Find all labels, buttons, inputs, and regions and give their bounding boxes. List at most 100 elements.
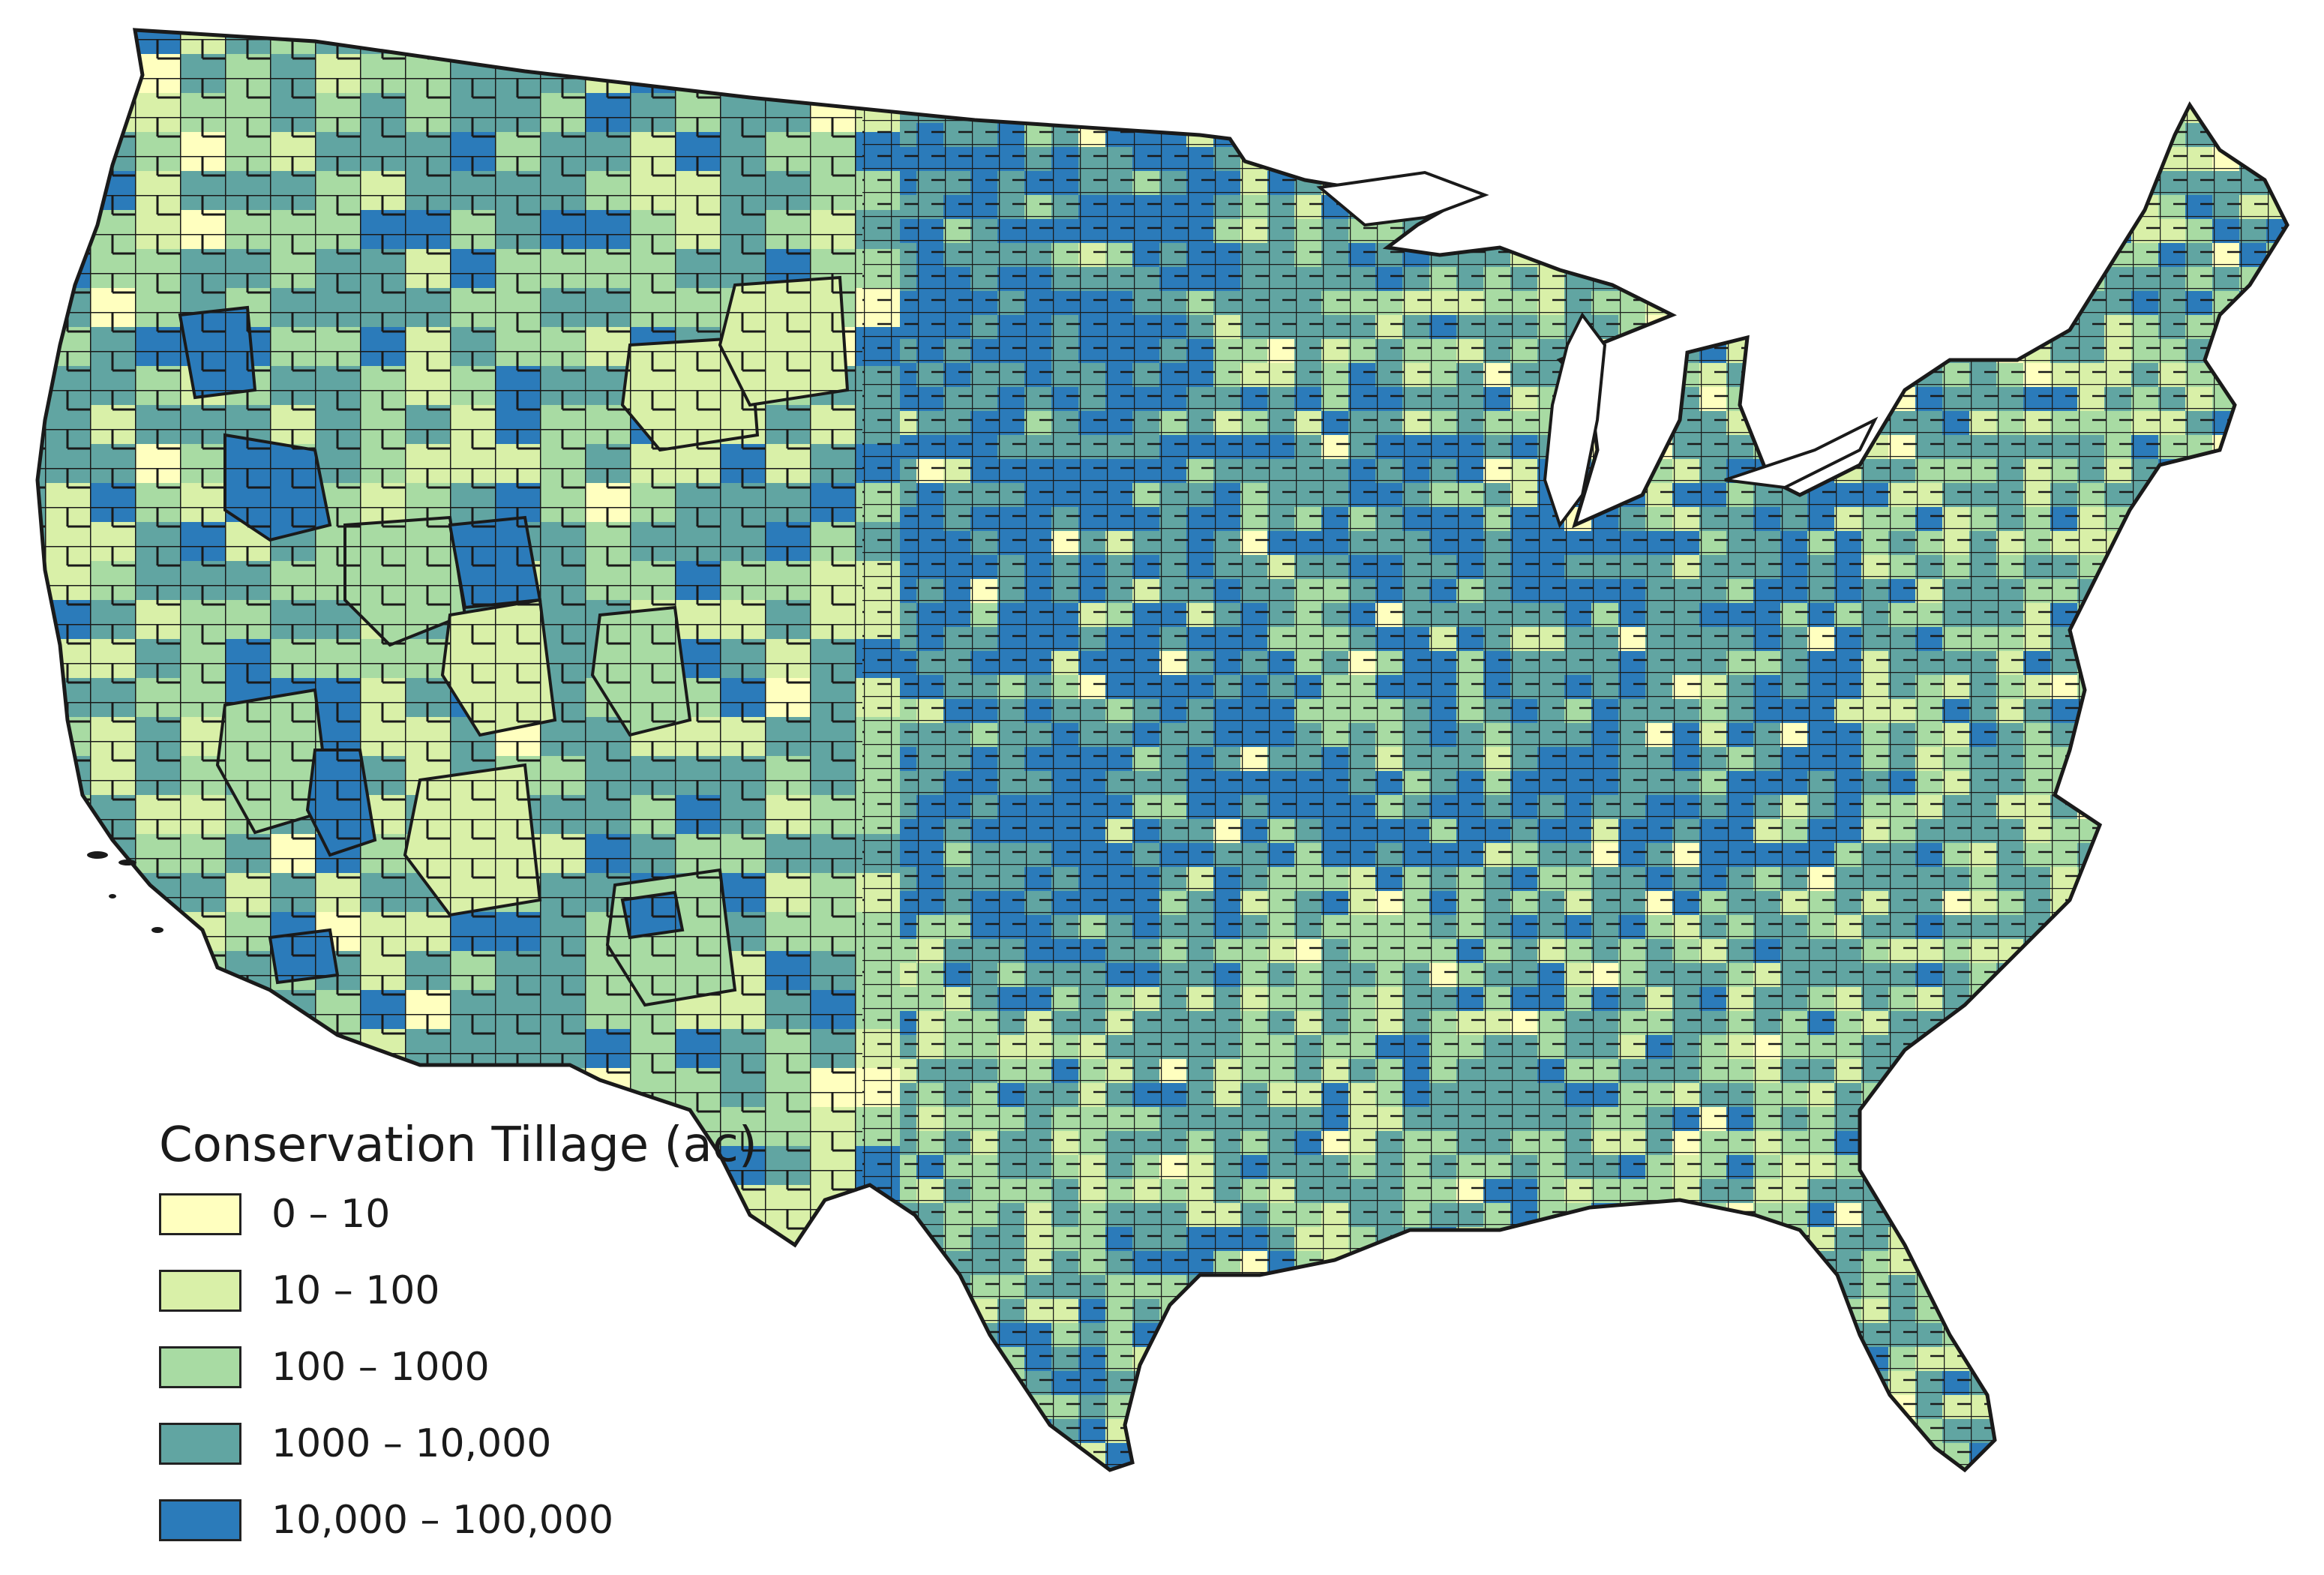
county-cell [1969, 1227, 1996, 1251]
county-cell [90, 1146, 135, 1185]
county-cell [1321, 1491, 1348, 1515]
county-cell [45, 1263, 90, 1302]
county-cell [1402, 1323, 1429, 1347]
county-cell [997, 1443, 1024, 1467]
county-cell [2104, 195, 2131, 219]
county-cell [1591, 1251, 1618, 1275]
county-cell [1510, 1299, 1537, 1323]
county-cell [1969, 1299, 1996, 1323]
county-cell [2293, 747, 2320, 771]
county-cell [1942, 195, 1969, 219]
county-cell [2104, 1131, 2131, 1155]
county-cell [1456, 147, 1483, 171]
county-cell [1861, 171, 1888, 195]
county-cell [1969, 195, 1996, 219]
county-cell [2266, 1011, 2287, 1035]
county-cell [2266, 867, 2287, 891]
county-cell [2239, 123, 2266, 147]
county-cell [2293, 1011, 2320, 1035]
county-cell [2266, 1203, 2287, 1227]
county-cell [2023, 219, 2050, 243]
county-cell [1510, 1227, 1537, 1251]
county-cell [1618, 411, 1645, 435]
county-cell [135, 1029, 180, 1068]
county-cell [37, 639, 45, 678]
county-cell [1969, 1467, 1996, 1470]
county-cell [1969, 1323, 1996, 1347]
county-cell [1726, 1443, 1753, 1467]
county-cell [1753, 1467, 1780, 1470]
county-cell [2185, 843, 2212, 867]
county-cell [1132, 99, 1159, 123]
county-cell [2266, 699, 2287, 723]
county-cell [1483, 1443, 1510, 1467]
county-cell [2212, 915, 2239, 939]
legend-label: 100 – 1000 [271, 1345, 490, 1390]
county-cell [45, 834, 90, 873]
county-cell [2266, 339, 2287, 363]
county-cell [2212, 675, 2239, 699]
county-cell [1942, 243, 1969, 267]
county-cell [2239, 555, 2266, 579]
county-cell [2293, 387, 2320, 411]
county-cell [1861, 243, 1888, 267]
county-cell [2077, 1011, 2104, 1035]
county-cell [862, 1251, 889, 1275]
county-cell [2293, 939, 2320, 963]
county-cell [2212, 339, 2239, 363]
county-cell [889, 1299, 916, 1323]
county-cell [916, 1251, 943, 1275]
county-cell [916, 1323, 943, 1347]
county-cell [2320, 795, 2324, 819]
county-cell [45, 1302, 90, 1341]
county-cell [889, 1467, 916, 1470]
county-cell [2320, 867, 2324, 891]
county-cell [2212, 1443, 2239, 1467]
county-cell [90, 1263, 135, 1302]
county-cell [1591, 1227, 1618, 1251]
county-cell [2104, 891, 2131, 915]
county-cell [1240, 1443, 1267, 1467]
county-cell [1861, 387, 1888, 411]
county-cell [225, 1068, 270, 1107]
county-cell [1645, 171, 1672, 195]
county-cell [1753, 99, 1780, 123]
county-cell [2239, 315, 2266, 339]
county-cell [2320, 219, 2324, 243]
county-cell [2158, 699, 2185, 723]
county-cell [1267, 1299, 1294, 1323]
county-cell [2050, 99, 2077, 123]
county-cell [2293, 435, 2320, 459]
county-cell [1591, 1467, 1618, 1470]
county-cell [2320, 1131, 2324, 1155]
county-cell [2104, 1275, 2131, 1299]
county-cell [1564, 171, 1591, 195]
county-cell [1186, 75, 1213, 99]
county-cell [2320, 963, 2324, 987]
county-cell [1510, 75, 1537, 99]
county-cell [765, 1419, 810, 1458]
county-cell [1969, 1011, 1996, 1035]
county-cell [2212, 579, 2239, 603]
county-cell [1591, 1275, 1618, 1299]
county-cell [1834, 1443, 1861, 1467]
legend: Conservation Tillage (ac) 0 – 10 10 – 10… [159, 1118, 757, 1575]
county-cell [2158, 1443, 2185, 1467]
county-cell [2212, 555, 2239, 579]
county-cell [2293, 483, 2320, 507]
county-cell [2131, 939, 2158, 963]
county-cell [2212, 795, 2239, 819]
county-cell [943, 75, 970, 99]
county-cell [2266, 987, 2287, 1011]
county-cell [2320, 1467, 2324, 1491]
legend-label: 10 – 100 [271, 1268, 440, 1313]
county-cell [2131, 819, 2158, 843]
county-cell [1348, 1467, 1375, 1470]
county-cell [2239, 699, 2266, 723]
county-cell [970, 1491, 997, 1515]
county-cell [2158, 579, 2185, 603]
county-cell [1267, 99, 1294, 123]
county-cell [2050, 1131, 2077, 1155]
county-cell [1618, 459, 1645, 483]
county-cell [1834, 219, 1861, 243]
